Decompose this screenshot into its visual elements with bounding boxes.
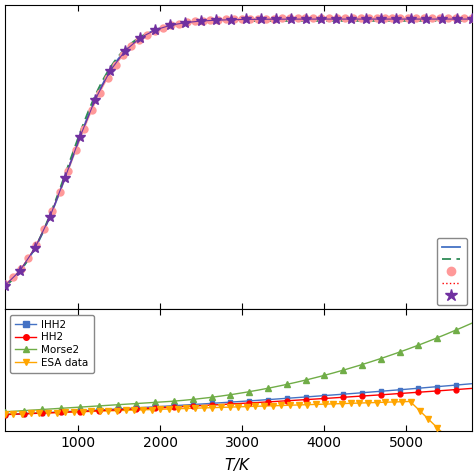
Legend: , , , , : , , , , xyxy=(438,238,467,305)
X-axis label: $T$/K: $T$/K xyxy=(225,456,252,473)
Legend: IHH2, HH2, Morse2, ESA data: IHH2, HH2, Morse2, ESA data xyxy=(10,315,94,373)
